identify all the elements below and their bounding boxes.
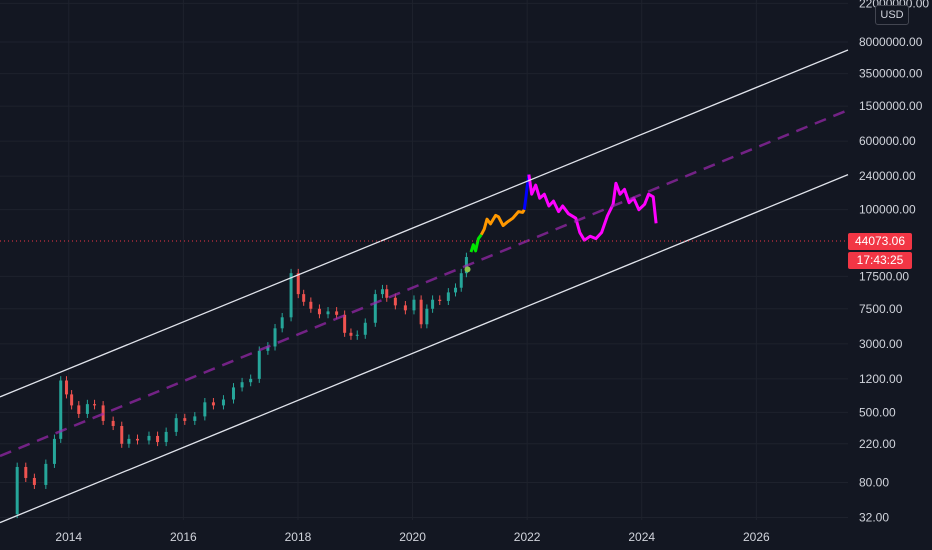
y-tick-label: 32.00 (859, 511, 889, 525)
candle-body (431, 299, 435, 309)
candle-body (111, 420, 115, 427)
candle-body (403, 305, 407, 311)
countdown-tag: 17:43:25 (848, 252, 912, 270)
candle-body (203, 402, 207, 417)
candle-body (446, 292, 450, 301)
candle-body (373, 294, 377, 323)
candle-body (349, 332, 353, 336)
y-tick-label: 80.00 (859, 475, 889, 489)
candle-body (77, 405, 81, 414)
y-tick-label: 17500.00 (859, 269, 909, 283)
candle-body (393, 297, 397, 306)
phase-line-1 (469, 233, 483, 253)
y-tick-label: 240000.00 (859, 169, 916, 183)
candle-body (454, 287, 458, 293)
candle-body (32, 477, 36, 485)
candle-body (136, 438, 140, 441)
candle-body (174, 418, 178, 432)
candle-body (120, 426, 124, 444)
x-tick-label: 2020 (399, 530, 426, 544)
y-tick-label: 600000.00 (859, 134, 916, 148)
x-tick-label: 2024 (628, 530, 655, 544)
candle-body (326, 311, 330, 315)
candle-body (156, 435, 160, 443)
phase-line-4 (527, 174, 658, 242)
candle-body (335, 311, 339, 315)
candle-body (317, 308, 321, 315)
candle-body (147, 435, 151, 441)
candle-body (64, 380, 68, 395)
y-tick-label: 7500.00 (859, 302, 903, 316)
candle-body (249, 378, 253, 383)
candle-body (164, 431, 168, 443)
candle-body (419, 299, 423, 325)
candle-body (385, 289, 389, 298)
candle-body (240, 382, 244, 388)
candle-body (343, 314, 347, 333)
signal-dot (464, 266, 471, 273)
x-tick-label: 2014 (55, 530, 82, 544)
candle-body (289, 273, 293, 318)
candle-body (15, 466, 19, 515)
candle-body (425, 308, 429, 325)
channel-line-lower (0, 174, 849, 524)
candle-body (59, 380, 63, 439)
phase-line-2 (479, 208, 526, 236)
candle-body (93, 404, 97, 406)
x-tick-label: 2016 (170, 530, 197, 544)
candle-body (266, 346, 270, 351)
chart-markers (464, 266, 471, 273)
candle-body (459, 273, 463, 288)
candle-body (309, 301, 313, 309)
last-price-tag: 44073.06 (848, 233, 912, 251)
candle-body (85, 404, 89, 414)
candle-body (257, 350, 261, 379)
y-tick-label: 1200.00 (859, 372, 903, 386)
grid-lines (0, 0, 848, 520)
candle-body (231, 387, 235, 400)
candle-body (52, 438, 56, 464)
candle-body (221, 399, 225, 406)
time-axis[interactable]: 2014 2016 2018 2020 2022 2024 2026 (55, 530, 770, 544)
candle-body (302, 294, 306, 302)
channel-line-upper (0, 49, 849, 398)
y-tick-label: 8000000.00 (859, 35, 923, 49)
x-tick-label: 2026 (743, 530, 770, 544)
candle-body (193, 416, 197, 421)
x-tick-label: 2022 (514, 530, 541, 544)
y-tick-label: 500.00 (859, 405, 896, 419)
y-tick-label: 3000.00 (859, 337, 903, 351)
price-axis[interactable]: 22000000.008000000.003500000.001500000.0… (859, 0, 929, 525)
candle-body (70, 394, 74, 406)
candle-body (273, 328, 277, 347)
candle-body (363, 322, 367, 335)
candle-body (380, 289, 384, 295)
y-tick-label: 1500000.00 (859, 99, 923, 113)
candle-body (296, 273, 300, 295)
candle-body (280, 317, 284, 329)
candle-body (44, 463, 48, 485)
currency-button[interactable]: USD (875, 5, 909, 25)
candle-body (412, 299, 416, 311)
channel-line-mid (0, 108, 849, 458)
candle-body (127, 438, 131, 444)
phase-lines (469, 174, 658, 253)
candle-body (438, 299, 442, 301)
candle-body (211, 402, 215, 406)
y-tick-label: 3500000.00 (859, 67, 923, 81)
channel-lines (0, 49, 849, 524)
candle-body (183, 418, 187, 421)
x-tick-label: 2018 (285, 530, 312, 544)
y-tick-label: 220.00 (859, 437, 896, 451)
candle-body (24, 466, 28, 478)
y-tick-label: 100000.00 (859, 203, 916, 217)
candle-body (355, 334, 359, 336)
